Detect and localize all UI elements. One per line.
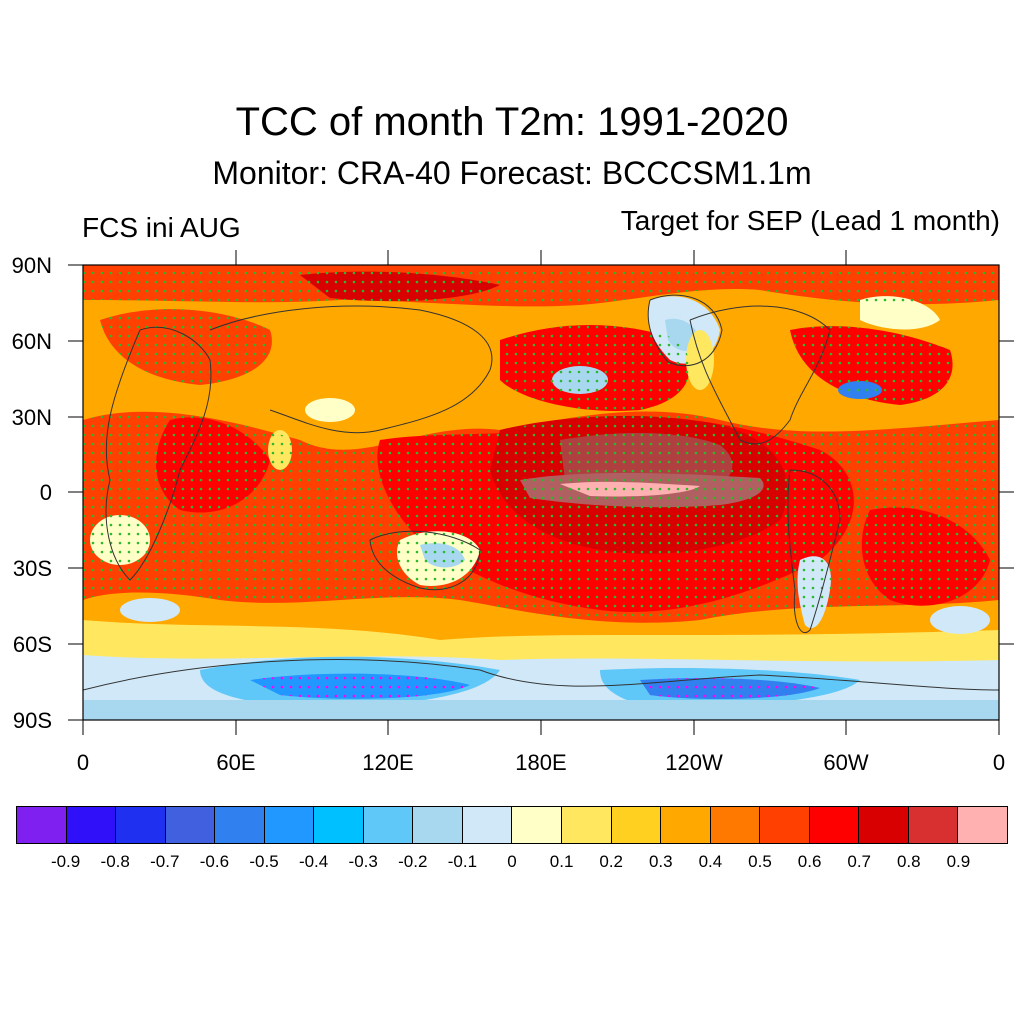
lat-tick-label: 30N (12, 405, 52, 430)
colorbar-label: -0.2 (398, 852, 428, 871)
colorbar-label: 0.9 (946, 852, 971, 871)
lon-tick-label: 120W (665, 750, 723, 775)
colorbar-swatch (908, 807, 959, 843)
colorbar-label: 0.8 (896, 852, 921, 871)
colorbar-label: 0.6 (797, 852, 822, 871)
lon-tick-label: 180E (515, 750, 566, 775)
chart-title: TCC of month T2m: 1991-2020 (235, 100, 789, 144)
lat-tick-label: 30S (13, 556, 52, 581)
colorbar-label: 0.5 (748, 852, 772, 871)
lon-tick-label: 60W (823, 750, 868, 775)
lat-tick-label: 60N (12, 329, 52, 354)
colorbar-label: -0.4 (298, 852, 329, 871)
colorbar-swatch (760, 807, 810, 843)
colorbar-label: 0.7 (847, 852, 872, 871)
colorbar-label: 0.3 (648, 852, 673, 871)
colorbar-label: 0.2 (599, 852, 624, 871)
chart-subtitle: Monitor: CRA-40 Forecast: BCCCSM1.1m (212, 155, 812, 191)
lat-tick-label: 90S (13, 708, 52, 733)
colorbar-swatch (859, 807, 909, 843)
colorbar-swatch (958, 807, 1007, 843)
colorbar-swatch (17, 807, 67, 843)
correlation-map: 90N 60N 30N 0 30S 60S 90S 0 60E (12, 250, 1014, 775)
colorbar-swatch (314, 807, 364, 843)
lon-tick-label: 0 (993, 750, 1005, 775)
lat-tick-label: 90N (12, 253, 52, 278)
colorbar-label: -0.9 (50, 852, 81, 871)
latitude-axis: 90N 60N 30N 0 30S 60S 90S (12, 253, 1014, 733)
colorbar-swatch (611, 807, 662, 843)
colorbar-swatch (413, 807, 463, 843)
colorbar-swatch (512, 807, 563, 843)
colorbar-label: 0.1 (549, 852, 574, 871)
colorbar-label: 0.4 (698, 852, 723, 871)
colorbar-swatch (809, 807, 860, 843)
colorbar-swatch (165, 807, 216, 843)
colorbar-swatch (215, 807, 265, 843)
lon-tick-label: 60E (216, 750, 255, 775)
lon-tick-label: 0 (77, 750, 89, 775)
longitude-axis: 0 60E 120E 180E 120W 60W 0 (77, 250, 1005, 775)
colorbar-swatch (661, 807, 711, 843)
lon-tick-label: 120E (362, 750, 413, 775)
colorbar-label: -0.1 (447, 852, 478, 871)
right-label: Target for SEP (Lead 1 month) (620, 205, 1000, 236)
colorbar-label: -0.6 (199, 852, 230, 871)
colorbar-swatch (462, 807, 513, 843)
colorbar-label: -0.8 (100, 852, 130, 871)
lat-tick-label: 60S (13, 632, 52, 657)
colorbar (16, 806, 1008, 844)
colorbar-label: -0.5 (249, 852, 279, 871)
left-label: FCS ini AUG (82, 212, 241, 243)
colorbar-swatch (264, 807, 315, 843)
colorbar-labels: -0.9 -0.8 -0.7 -0.6 -0.5 -0.4 -0.3 -0.2 -0.1 0 0.1… (0, 852, 1024, 876)
colorbar-swatch (116, 807, 166, 843)
lat-tick-label: 0 (40, 480, 52, 505)
colorbar-swatch (710, 807, 761, 843)
colorbar-label: 0 (507, 852, 517, 871)
colorbar-label: -0.7 (150, 852, 180, 871)
colorbar-label: -0.3 (348, 852, 378, 871)
correlation-field (83, 265, 999, 720)
colorbar-swatch (562, 807, 612, 843)
colorbar-swatch (363, 807, 414, 843)
colorbar-swatch (66, 807, 117, 843)
